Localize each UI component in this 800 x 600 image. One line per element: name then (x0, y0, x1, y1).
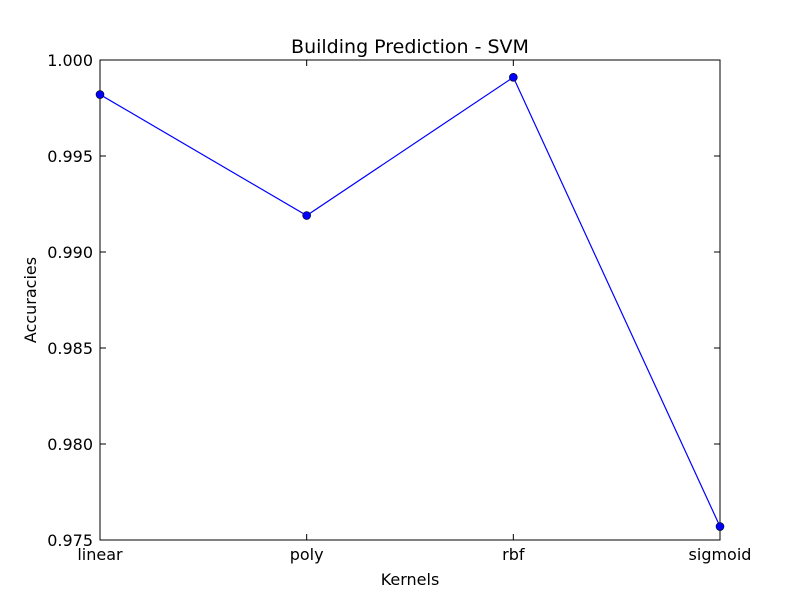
x-tick-label: rbf (502, 545, 525, 564)
y-tick-label: 0.975 (47, 531, 93, 550)
chart-title: Building Prediction - SVM (291, 36, 529, 58)
plot-area (99, 59, 721, 541)
y-tick-label: 0.980 (47, 435, 93, 454)
x-tick-label: sigmoid (689, 545, 752, 564)
y-tick-label: 0.995 (47, 147, 93, 166)
x-tick-label: linear (77, 545, 123, 564)
y-tick-label: 0.985 (47, 339, 93, 358)
y-axis-ticks: 0.975 0.980 0.985 0.990 0.995 1.000 (47, 51, 720, 550)
y-tick-label: 1.000 (47, 51, 93, 70)
x-tick-label: poly (290, 545, 324, 564)
data-point (509, 72, 518, 82)
x-axis-label: Kernels (381, 570, 440, 589)
y-axis-label: Accuracies (21, 257, 40, 343)
data-point (715, 522, 725, 531)
data-point (302, 211, 311, 220)
y-tick-label: 0.990 (47, 243, 93, 262)
series-line (99, 76, 721, 527)
x-axis-ticks: linear poly rbf sigmoid (77, 60, 751, 564)
data-point (95, 90, 105, 99)
series-layer (95, 72, 725, 531)
